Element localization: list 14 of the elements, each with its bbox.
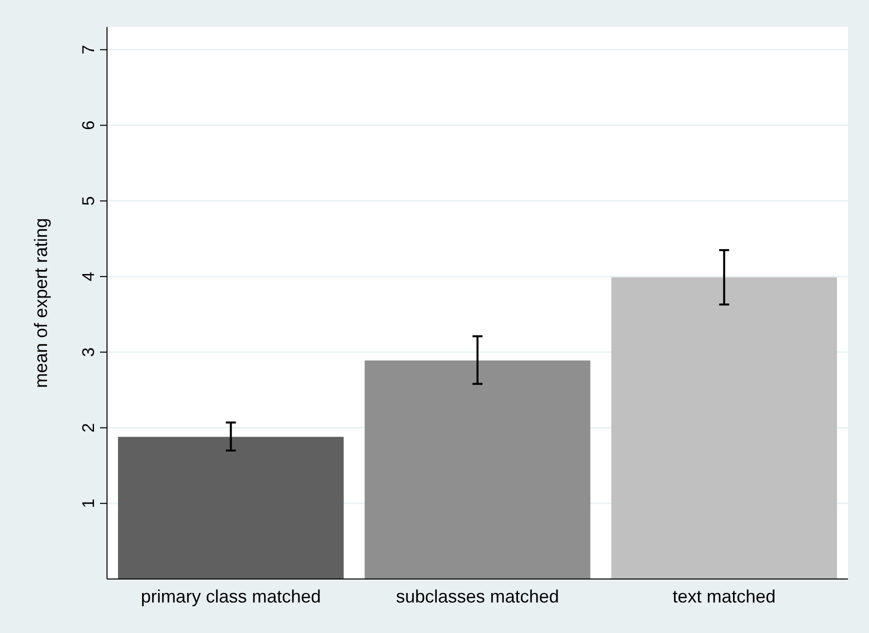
y-tick-label: 6 <box>79 120 98 130</box>
bar <box>118 436 344 579</box>
y-axis-title: mean of expert rating <box>31 218 51 388</box>
bar <box>611 277 837 579</box>
x-tick-label: text matched <box>672 586 776 607</box>
x-tick-label: subclasses matched <box>396 586 560 607</box>
y-tick-label: 3 <box>79 347 98 357</box>
y-tick-label: 4 <box>79 272 98 282</box>
bar <box>364 360 590 579</box>
y-tick-label: 2 <box>79 423 98 432</box>
y-tick-label: 5 <box>79 196 98 206</box>
y-tick-label: 1 <box>79 498 98 508</box>
y-tick-label: 7 <box>79 44 98 54</box>
x-tick-label: primary class matched <box>140 586 321 607</box>
